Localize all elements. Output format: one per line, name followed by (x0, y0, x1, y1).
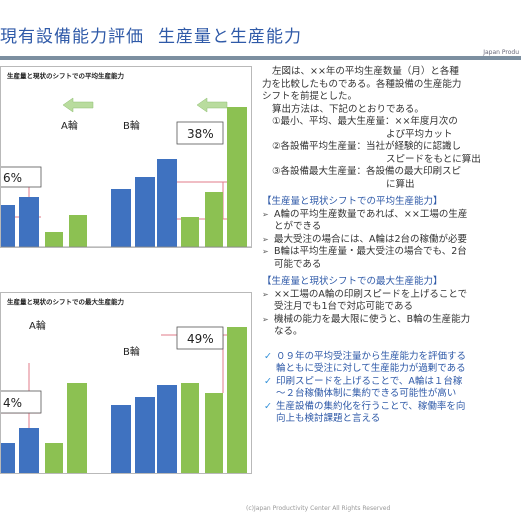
check-item-2: 印刷スピードを上げることで、A輪は１台稼 (262, 376, 521, 389)
bullet-2: 最大受注の場合には、A輪は2台の稼働が必要 (262, 234, 521, 247)
title-sub: 生産量と生産能力 (158, 27, 302, 47)
pct-a: 6% (3, 171, 22, 185)
pct-b: 49% (187, 332, 214, 346)
intro-text-3: シフトを前提とした。 (262, 91, 358, 102)
bullet-1: A輪の平均生産数量であれば、××工場の生産 (262, 209, 521, 222)
check-item-3b: 向上も検討課題と言える (276, 413, 381, 424)
pct-b: 38% (187, 127, 214, 141)
chart-panel-average: 生産量と現状のシフトでの平均生産能力 A輪 B輪 6% 38% (0, 66, 252, 248)
method-item-2: ②各設備平均生産量：当社が経験的に認識し (272, 141, 462, 152)
method-item-3b: に算出 (386, 178, 415, 190)
label-b: B輪 (123, 119, 140, 132)
bullet-3b: 可能である (274, 258, 322, 270)
panel-title: 生産量と現状のシフトでの平均生産能力 (7, 72, 124, 80)
label-b: B輪 (123, 345, 140, 358)
bullet-1b: とができる (274, 221, 322, 232)
pct-a: 4% (3, 396, 22, 410)
arrow-left-icon (62, 97, 94, 113)
page-title: 現有設備能力評価 生産量と生産能力 (0, 22, 302, 47)
check-item-2b: ～２台稼働体制に集約できる可能性が高い (276, 388, 457, 399)
bullet-4b: 受注月でも1台で対応可能である (274, 301, 413, 312)
header-rule (0, 56, 521, 60)
check-item-1b: 輪ともに受注に対して生産能力が過剰である (276, 363, 466, 374)
intro-text: 左図は、××年の平均生産数量（月）と各種 (272, 66, 459, 77)
copyright-footer: (c)Japan Productivity Center All Rights … (246, 505, 391, 512)
description-text: 左図は、××年の平均生産数量（月）と各種 力を比較したものである。各種設備の生産… (262, 66, 521, 426)
method-item-3: ③各設備最大生産量：各設備の最大印刷スピ (272, 166, 462, 177)
bullet-5b: なる。 (274, 326, 303, 337)
title-main: 現有設備能力評価 (0, 27, 144, 47)
check-item-3: 生産設備の集約化を行うことで、稼働率を向 (262, 401, 521, 414)
chart-max-svg: A輪 B輪 4% 49% (1, 319, 247, 473)
section-head-average: 【生産量と現状シフトでの平均生産能力】 (262, 196, 443, 207)
chart-average-svg: A輪 B輪 6% 38% (1, 97, 251, 247)
method-item-2b: スピードをもとに算出 (386, 153, 481, 165)
check-item-1: ０９年の平均受注量から生産能力を評価する (262, 351, 521, 364)
bullet-4: ××工場のA輪の印刷スピードを上げることで (262, 289, 521, 302)
label-a: A輪 (61, 119, 78, 132)
bullet-5: 機械の能力を最大限に使うと、B輪の生産能力 (262, 314, 521, 327)
chart-panel-max: 生産量と現状のシフトでの最大生産能力 A輪 B輪 4% 49% (0, 292, 252, 474)
arrow-left-icon (196, 97, 228, 113)
method-item-1: ①最小、平均、最大生産量：××年度月次の (272, 116, 458, 127)
method-item-1b: よび平均カット (386, 128, 453, 140)
bullet-3: B輪は平均生産量・最大受注の場合でも、2台 (262, 246, 521, 259)
section-head-max: 【生産量と現状シフトでの最大生産能力】 (262, 276, 443, 287)
intro-text-2: 力を比較したものである。各種設備の生産能力 (262, 78, 462, 90)
panel-title: 生産量と現状のシフトでの最大生産能力 (7, 298, 124, 306)
brand-label: Japan Produ (483, 49, 519, 56)
method-text: 算出方法は、下記のとおりである。 (272, 103, 424, 115)
label-a: A輪 (29, 319, 46, 332)
